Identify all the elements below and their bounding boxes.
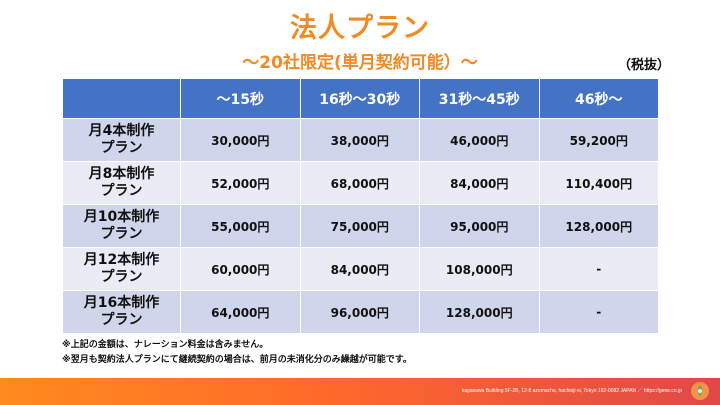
price-cell: 64,000円 bbox=[180, 290, 301, 334]
plan-name-line: プラン bbox=[100, 140, 143, 156]
price-cell: 75,000円 bbox=[299, 204, 420, 248]
plan-name-line: 月4本制作 bbox=[88, 123, 155, 139]
price-cell: 108,000円 bbox=[419, 247, 540, 291]
page-subtitle: ～20社限定(単月契約可能）～ bbox=[242, 53, 478, 73]
column-header-duration: 16秒～30秒 bbox=[299, 78, 420, 119]
column-header-plan bbox=[62, 78, 181, 119]
price-cell: 30,000円 bbox=[180, 118, 301, 162]
column-header-duration: ～15秒 bbox=[180, 78, 301, 119]
company-logo-icon bbox=[691, 382, 709, 400]
price-cell: 60,000円 bbox=[180, 247, 301, 291]
table-row: 月4本制作 プラン 30,000円 38,000円 46,000円 59,200円 bbox=[62, 118, 659, 162]
price-cell: 95,000円 bbox=[419, 204, 540, 248]
price-cell: 59,200円 bbox=[538, 118, 659, 162]
plan-name-cell: 月16本制作 プラン bbox=[62, 290, 181, 334]
plan-name-cell: 月8本制作 プラン bbox=[62, 161, 181, 205]
plan-name-line: 月12本制作 bbox=[83, 252, 160, 268]
pricing-table: ～15秒 16秒～30秒 31秒～45秒 46秒～ 月4本制作 プラン 30,00… bbox=[62, 78, 659, 334]
price-cell: 46,000円 bbox=[419, 118, 540, 162]
price-cell: 84,000円 bbox=[299, 247, 420, 291]
table-row: 月8本制作 プラン 52,000円 68,000円 84,000円 110,400… bbox=[62, 161, 659, 205]
footnote: ※上記の金額は、ナレーション料金は含みません。 bbox=[62, 340, 269, 350]
column-header-duration: 31秒～45秒 bbox=[419, 78, 540, 119]
plan-name-cell: 月4本制作 プラン bbox=[62, 118, 181, 162]
plan-name-line: プラン bbox=[100, 269, 143, 285]
footnotes: ※上記の金額は、ナレーション料金は含みません。 ※翌月も契約法人プランにて継続契… bbox=[62, 338, 412, 368]
table-row: 月12本制作 プラン 60,000円 84,000円 108,000円 - bbox=[62, 247, 659, 291]
price-cell: 38,000円 bbox=[299, 118, 420, 162]
price-cell: 68,000円 bbox=[299, 161, 420, 205]
table-row: 月10本制作 プラン 55,000円 75,000円 95,000円 128,00… bbox=[62, 204, 659, 248]
plan-name-cell: 月12本制作 プラン bbox=[62, 247, 181, 291]
tax-note: （税抜） bbox=[618, 58, 671, 73]
price-cell: 52,000円 bbox=[180, 161, 301, 205]
plan-name-line: 月10本制作 bbox=[83, 209, 160, 225]
footnote: ※翌月も契約法人プランにて継続契約の場合は、前月の未消化分のみ繰越が可能です。 bbox=[62, 355, 412, 365]
plan-name-line: プラン bbox=[100, 226, 143, 242]
price-cell: 110,400円 bbox=[538, 161, 659, 205]
price-cell: 55,000円 bbox=[180, 204, 301, 248]
plan-name-line: プラン bbox=[100, 312, 143, 328]
plan-name-line: プラン bbox=[100, 183, 143, 199]
plan-name-line: 月8本制作 bbox=[88, 166, 155, 182]
price-cell: - bbox=[538, 290, 659, 334]
table-header-row: ～15秒 16秒～30秒 31秒～45秒 46秒～ bbox=[62, 78, 659, 119]
price-cell: - bbox=[538, 247, 659, 291]
price-cell: 84,000円 bbox=[419, 161, 540, 205]
plan-name-cell: 月10本制作 プラン bbox=[62, 204, 181, 248]
footer-address: kagasawa Building 5F-2B, 12-8 azumacho, … bbox=[461, 388, 682, 394]
table-row: 月16本制作 プラン 64,000円 96,000円 128,000円 - bbox=[62, 290, 659, 334]
footer-bar: kagasawa Building 5F-2B, 12-8 azumacho, … bbox=[0, 378, 720, 405]
price-cell: 96,000円 bbox=[299, 290, 420, 334]
price-cell: 128,000円 bbox=[538, 204, 659, 248]
price-cell: 128,000円 bbox=[419, 290, 540, 334]
column-header-duration: 46秒～ bbox=[538, 78, 659, 119]
page-title: 法人プラン bbox=[290, 13, 430, 44]
plan-name-line: 月16本制作 bbox=[83, 295, 160, 311]
